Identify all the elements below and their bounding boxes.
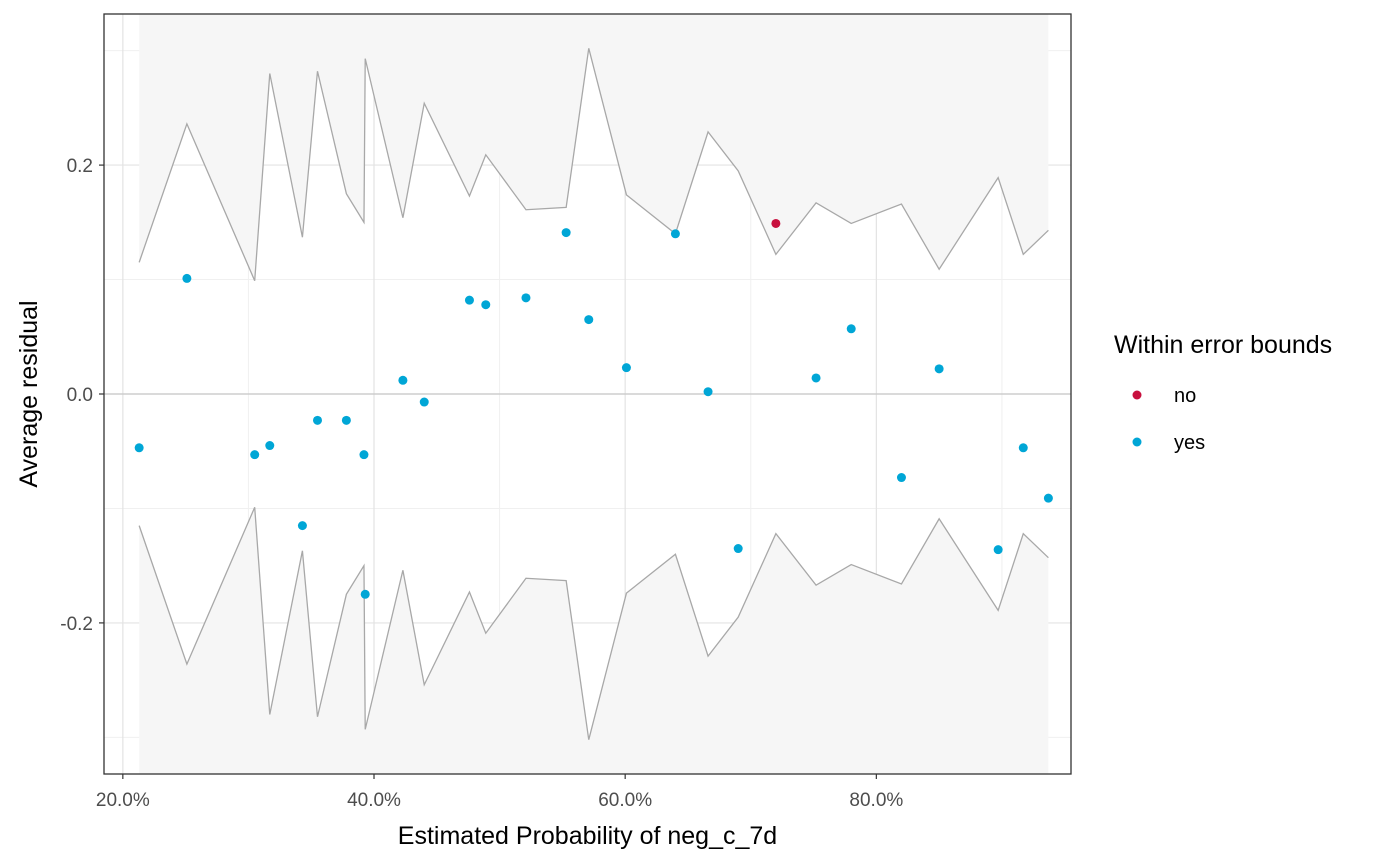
y-tick-label: -0.2: [60, 614, 93, 635]
data-point-yes: [733, 544, 743, 554]
data-point-yes: [846, 324, 856, 334]
legend-key-no: [1132, 390, 1142, 400]
data-point-yes: [703, 387, 713, 397]
data-point-yes: [134, 443, 144, 453]
legend-label-yes: yes: [1174, 432, 1205, 454]
data-point-yes: [934, 364, 944, 374]
data-point-yes: [341, 415, 351, 425]
data-point-yes: [521, 293, 531, 303]
data-point-no: [771, 218, 781, 228]
data-point-yes: [265, 441, 275, 451]
data-point-yes: [297, 521, 307, 531]
upper-bound-line: [138, 48, 1049, 281]
data-point-yes: [359, 450, 369, 460]
data-point-yes: [182, 273, 192, 283]
y-tick-label: 0.2: [67, 156, 93, 177]
upper-shaded-region: [139, 14, 1049, 281]
x-tick-label: 60.0%: [598, 790, 652, 811]
legend: Within error bounds no yes: [1114, 331, 1332, 454]
y-axis-title: Average residual: [15, 300, 43, 487]
legend-title: Within error bounds: [1114, 331, 1332, 359]
x-axis-title: Estimated Probability of neg_c_7d: [398, 822, 777, 850]
legend-key-yes: [1132, 437, 1142, 447]
data-point-yes: [419, 397, 429, 407]
data-point-yes: [993, 545, 1003, 555]
data-point-yes: [312, 415, 322, 425]
lower-bound-line: [138, 507, 1049, 740]
legend-label-no: no: [1174, 385, 1196, 407]
y-tick-label: 0.0: [67, 385, 93, 406]
x-axis: 20.0% 40.0% 60.0% 80.0%: [96, 774, 903, 811]
lower-shaded-region: [139, 507, 1049, 774]
data-point-yes: [360, 589, 370, 599]
data-point-yes: [811, 373, 821, 383]
data-point-yes: [584, 315, 594, 325]
data-points: [134, 218, 1053, 599]
x-tick-label: 20.0%: [96, 790, 150, 811]
data-point-yes: [1018, 443, 1028, 453]
data-point-yes: [398, 375, 408, 385]
error-bound-ribbon: [104, 14, 1071, 774]
data-point-yes: [250, 450, 260, 460]
data-point-yes: [481, 300, 491, 310]
data-point-yes: [561, 228, 571, 238]
x-tick-label: 40.0%: [347, 790, 401, 811]
data-point-yes: [896, 473, 906, 483]
data-point-yes: [670, 229, 680, 239]
data-point-yes: [464, 295, 474, 305]
y-axis: 0.2 0.0 -0.2: [60, 156, 104, 635]
data-point-yes: [1043, 493, 1053, 503]
x-tick-label: 80.0%: [849, 790, 903, 811]
data-point-yes: [621, 363, 631, 373]
